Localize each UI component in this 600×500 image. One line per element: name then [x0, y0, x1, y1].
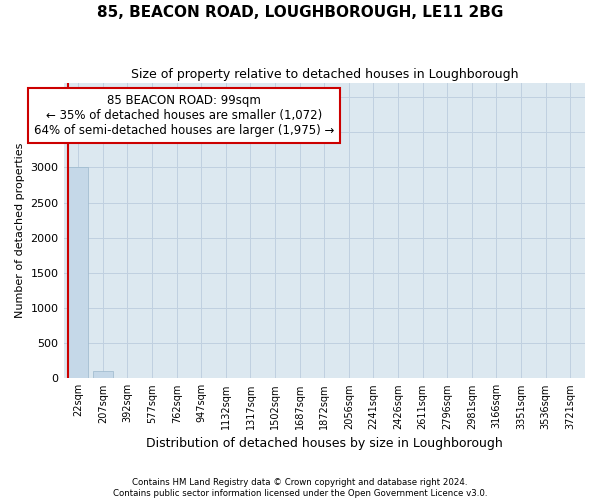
Y-axis label: Number of detached properties: Number of detached properties: [15, 143, 25, 318]
Text: 85, BEACON ROAD, LOUGHBOROUGH, LE11 2BG: 85, BEACON ROAD, LOUGHBOROUGH, LE11 2BG: [97, 5, 503, 20]
Bar: [93, 372, 113, 378]
X-axis label: Distribution of detached houses by size in Loughborough: Distribution of detached houses by size …: [146, 437, 503, 450]
Bar: [68, 168, 88, 378]
Title: Size of property relative to detached houses in Loughborough: Size of property relative to detached ho…: [131, 68, 518, 80]
Text: 85 BEACON ROAD: 99sqm
← 35% of detached houses are smaller (1,072)
64% of semi-d: 85 BEACON ROAD: 99sqm ← 35% of detached …: [34, 94, 334, 136]
Text: Contains HM Land Registry data © Crown copyright and database right 2024.
Contai: Contains HM Land Registry data © Crown c…: [113, 478, 487, 498]
